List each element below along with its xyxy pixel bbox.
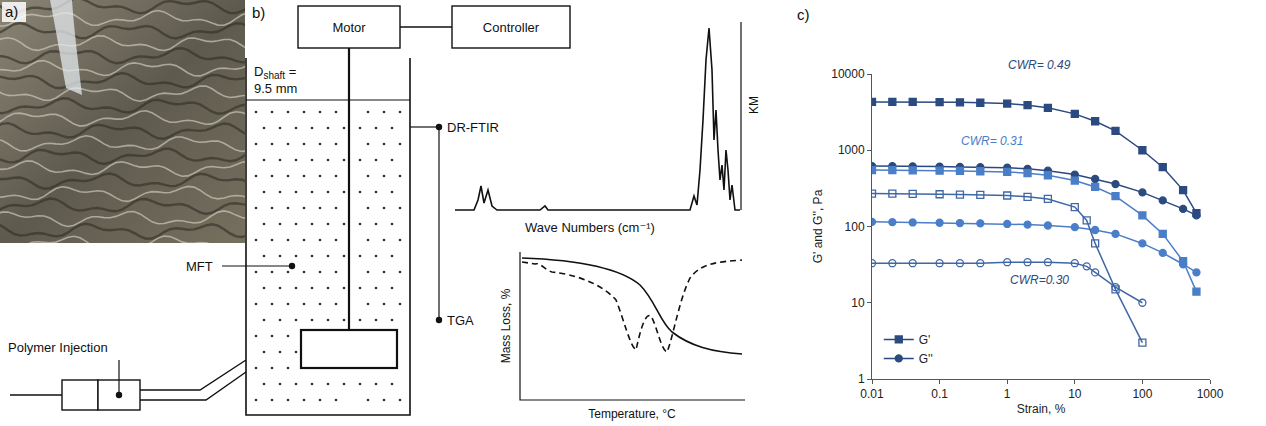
- svg-text:CWR= 0.31: CWR= 0.31: [961, 134, 1023, 148]
- svg-text:0.01: 0.01: [860, 387, 884, 401]
- svg-text:Wave Numbers (cm⁻¹): Wave Numbers (cm⁻¹): [525, 220, 655, 235]
- svg-text:0.1: 0.1: [931, 387, 948, 401]
- svg-text:100: 100: [1132, 387, 1152, 401]
- svg-text:1000: 1000: [1197, 387, 1224, 401]
- svg-text:Mass Loss, %: Mass Loss, %: [499, 288, 513, 363]
- svg-text:Motor: Motor: [332, 20, 366, 35]
- svg-text:b): b): [252, 4, 265, 21]
- svg-text:G': G': [919, 333, 931, 347]
- svg-text:10: 10: [1068, 387, 1082, 401]
- svg-text:1000: 1000: [838, 143, 865, 157]
- svg-text:Controller: Controller: [483, 20, 540, 35]
- svg-text:10000: 10000: [831, 67, 865, 81]
- svg-text:Polymer Injection: Polymer Injection: [8, 340, 108, 355]
- svg-text:a): a): [5, 3, 18, 20]
- svg-text:G' and G'', Pa: G' and G'', Pa: [811, 189, 825, 263]
- svg-text:100: 100: [845, 220, 865, 234]
- svg-text:KM: KM: [747, 96, 761, 114]
- svg-text:9.5 mm: 9.5 mm: [254, 81, 297, 96]
- svg-text:DR-FTIR: DR-FTIR: [447, 120, 499, 135]
- svg-text:Temperature, °C: Temperature, °C: [588, 407, 676, 421]
- svg-text:1: 1: [858, 372, 865, 386]
- svg-text:10: 10: [851, 296, 865, 310]
- svg-text:1: 1: [1004, 387, 1011, 401]
- svg-text:CWR=0.30: CWR=0.30: [1010, 273, 1069, 287]
- svg-text:TGA: TGA: [447, 313, 474, 328]
- svg-text:CWR= 0.49: CWR= 0.49: [1008, 58, 1071, 72]
- svg-text:MFT: MFT: [186, 259, 213, 274]
- svg-text:Strain, %: Strain, %: [1017, 402, 1066, 416]
- svg-text:Dshaft =: Dshaft =: [254, 64, 296, 81]
- svg-text:G'': G'': [919, 352, 933, 366]
- svg-text:c): c): [797, 6, 810, 23]
